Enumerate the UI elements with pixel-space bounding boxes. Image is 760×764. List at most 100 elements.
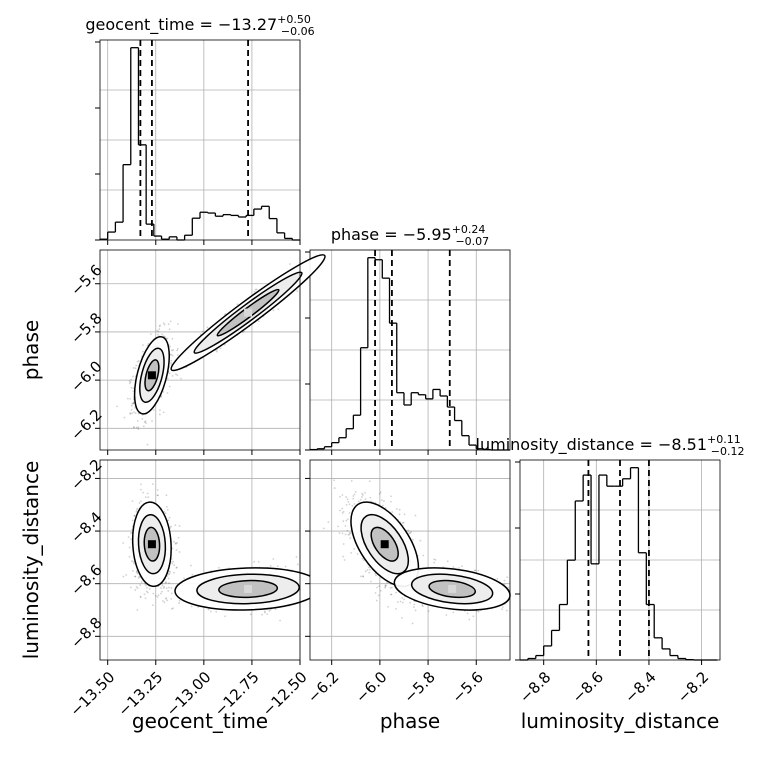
joint-geocent-time-vs-luminosity-distance-sample [257, 560, 260, 563]
joint-phase-vs-luminosity-distance-sample [510, 578, 512, 580]
joint-geocent-time-vs-phase-sample [242, 331, 244, 334]
hist-phase-title: phase = −5.95+0.24 −0.07 [331, 223, 489, 248]
joint-geocent-time-vs-phase-sample [132, 390, 135, 392]
joint-geocent-time-vs-luminosity-distance-sample [183, 577, 185, 580]
joint-phase-vs-luminosity-distance-sample [341, 507, 344, 510]
joint-geocent-time-vs-luminosity-distance-sample [170, 587, 173, 589]
joint-phase-vs-luminosity-distance-sample [473, 569, 476, 572]
joint-geocent-time-vs-phase-sample [170, 359, 173, 362]
joint-phase-vs-luminosity-distance-sample [422, 554, 425, 557]
joint-phase-vs-luminosity-distance-sample [384, 585, 387, 588]
joint-geocent-time-vs-luminosity-distance-sample [139, 595, 142, 598]
joint-phase-vs-luminosity-distance-sample [391, 511, 394, 513]
joint-phase-vs-luminosity-distance-sample [407, 529, 410, 532]
hist-luminosity-distance-xtick-label-3: −8.2 [674, 668, 712, 706]
joint-geocent-time-vs-luminosity-distance-sample [168, 582, 170, 584]
joint-geocent-time-vs-luminosity-distance-sample [140, 581, 143, 583]
joint-phase-vs-luminosity-distance-sample [411, 622, 414, 625]
hist-luminosity-distance-xtick-label-1: −8.6 [569, 668, 607, 706]
joint-geocent-time-vs-phase-sample [130, 404, 133, 407]
joint-geocent-time-vs-luminosity-distance-sample [135, 509, 138, 511]
joint-geocent-time-vs-luminosity-distance-sample [129, 586, 132, 589]
joint-geocent-time-vs-luminosity-distance-sample [165, 587, 168, 590]
joint-geocent-time-vs-phase-sample [156, 329, 159, 332]
joint-geocent-time-vs-luminosity-distance-sample [143, 593, 146, 596]
joint-phase-vs-luminosity-distance-sample [414, 514, 417, 517]
joint-geocent-time-vs-phase-sample [132, 402, 135, 405]
joint-phase-vs-luminosity-distance-sample [333, 479, 335, 482]
joint-geocent-time-vs-luminosity-distance-sample [171, 562, 174, 565]
joint-phase-vs-luminosity-distance-sample [339, 509, 341, 512]
joint-geocent-time-vs-luminosity-distance-sample [210, 610, 212, 613]
joint-geocent-time-vs-phase-sample [166, 392, 169, 394]
joint-phase-vs-luminosity-distance-sample [361, 496, 363, 498]
joint-phase-vs-luminosity-distance-sample [354, 491, 357, 493]
joint-geocent-time-vs-phase-sample [177, 323, 179, 325]
joint-geocent-time-vs-phase-sample [169, 345, 171, 348]
joint-geocent-time-vs-luminosity-distance-sample [129, 532, 132, 534]
joint-phase-vs-luminosity-distance-sample [474, 569, 477, 572]
joint-geocent-time-vs-luminosity-distance-sample [178, 551, 181, 553]
joint-geocent-time-vs-phase-sample [136, 419, 139, 422]
joint-phase-vs-luminosity-distance-sample [503, 579, 506, 582]
joint-geocent-time-vs-phase-sample [255, 288, 258, 291]
joint-geocent-time-vs-phase-sample [132, 367, 135, 369]
joint-phase-vs-luminosity-distance-sample [409, 532, 412, 535]
joint-geocent-time-vs-phase-sample [254, 288, 257, 291]
joint-geocent-time-vs-luminosity-distance-sample [172, 607, 174, 610]
joint-geocent-time-vs-phase-sample [164, 335, 166, 338]
y-axis-label-luminosity-distance: luminosity_distance [19, 461, 43, 660]
joint-geocent-time-vs-luminosity-distance-sample [207, 608, 210, 611]
joint-phase-vs-luminosity-distance-sample [361, 557, 364, 560]
joint-phase-vs-luminosity-distance-sample [458, 567, 460, 569]
joint-geocent-time-vs-phase-sample [146, 443, 149, 446]
joint-phase-vs-luminosity-distance-sample [353, 548, 356, 550]
joint-phase-vs-luminosity-distance-sample [511, 600, 513, 602]
joint-phase-vs-luminosity-distance-sample [419, 539, 422, 542]
joint-geocent-time-vs-luminosity-distance-sample [122, 542, 125, 544]
joint-geocent-time-vs-phase-density-peak-1 [244, 308, 253, 317]
joint-geocent-time-vs-phase-sample [161, 333, 163, 336]
joint-phase-vs-luminosity-distance-sample [382, 504, 384, 507]
joint-phase-vs-luminosity-distance-sample [374, 572, 377, 575]
joint-phase-vs-luminosity-distance-sample [348, 533, 351, 536]
joint-geocent-time-vs-phase-sample [296, 290, 299, 292]
joint-geocent-time-vs-luminosity-distance-sample [168, 572, 171, 575]
joint-geocent-time-vs-luminosity-distance-sample [131, 500, 134, 503]
joint-geocent-time-vs-luminosity-distance-sample [175, 549, 178, 551]
joint-geocent-time-vs-phase-sample [135, 426, 138, 429]
joint-geocent-time-vs-luminosity-distance-sample [175, 567, 178, 569]
joint-geocent-time-vs-luminosity-distance-density-peak-1 [244, 584, 253, 593]
joint-geocent-time-vs-phase-sample [162, 411, 165, 414]
joint-phase-vs-luminosity-distance-sample [403, 513, 406, 516]
joint-geocent-time-vs-luminosity-distance-sample [166, 508, 169, 511]
joint-geocent-time-vs-phase-sample [137, 428, 140, 431]
joint-phase-vs-luminosity-distance-sample [368, 568, 371, 571]
joint-phase-vs-luminosity-distance-sample [352, 495, 355, 497]
joint-geocent-time-vs-luminosity-distance-sample [134, 575, 136, 578]
joint-phase-vs-luminosity-distance-sample [414, 609, 417, 612]
joint-geocent-time-vs-luminosity-distance-sample [137, 577, 140, 579]
joint-geocent-time-vs-phase-sample [141, 418, 144, 420]
joint-phase-vs-luminosity-distance-sample [349, 532, 352, 535]
joint-geocent-time-vs-phase-sample [157, 333, 159, 336]
joint-phase-vs-luminosity-distance-sample [341, 494, 344, 496]
joint-phase-vs-luminosity-distance-sample [401, 521, 404, 524]
joint-phase-vs-luminosity-distance-sample [395, 508, 398, 510]
joint-geocent-time-vs-luminosity-distance-sample [276, 565, 279, 568]
joint-geocent-time-vs-luminosity-distance-sample [140, 483, 142, 486]
joint-geocent-time-vs-luminosity-distance-sample [190, 605, 193, 608]
joint-geocent-time-vs-luminosity-distance-sample [136, 587, 139, 590]
joint-geocent-time-vs-luminosity-distance-sample [136, 572, 139, 575]
joint-phase-vs-luminosity-distance-sample [468, 618, 471, 621]
joint-geocent-time-vs-luminosity-distance-sample [170, 525, 172, 528]
joint-geocent-time-vs-phase-sample [288, 263, 291, 265]
joint-phase-vs-luminosity-distance-sample [402, 521, 405, 524]
joint-geocent-time-vs-phase-sample [116, 405, 118, 408]
joint-geocent-time-vs-phase-sample [323, 246, 325, 248]
joint-phase-vs-luminosity-distance-xtick-label-2: −5.8 [400, 668, 438, 706]
joint-phase-vs-luminosity-distance-sample [347, 500, 350, 503]
joint-geocent-time-vs-luminosity-distance-sample [274, 608, 277, 611]
joint-geocent-time-vs-luminosity-distance-sample [165, 597, 168, 599]
joint-geocent-time-vs-luminosity-distance-sample [165, 597, 167, 600]
